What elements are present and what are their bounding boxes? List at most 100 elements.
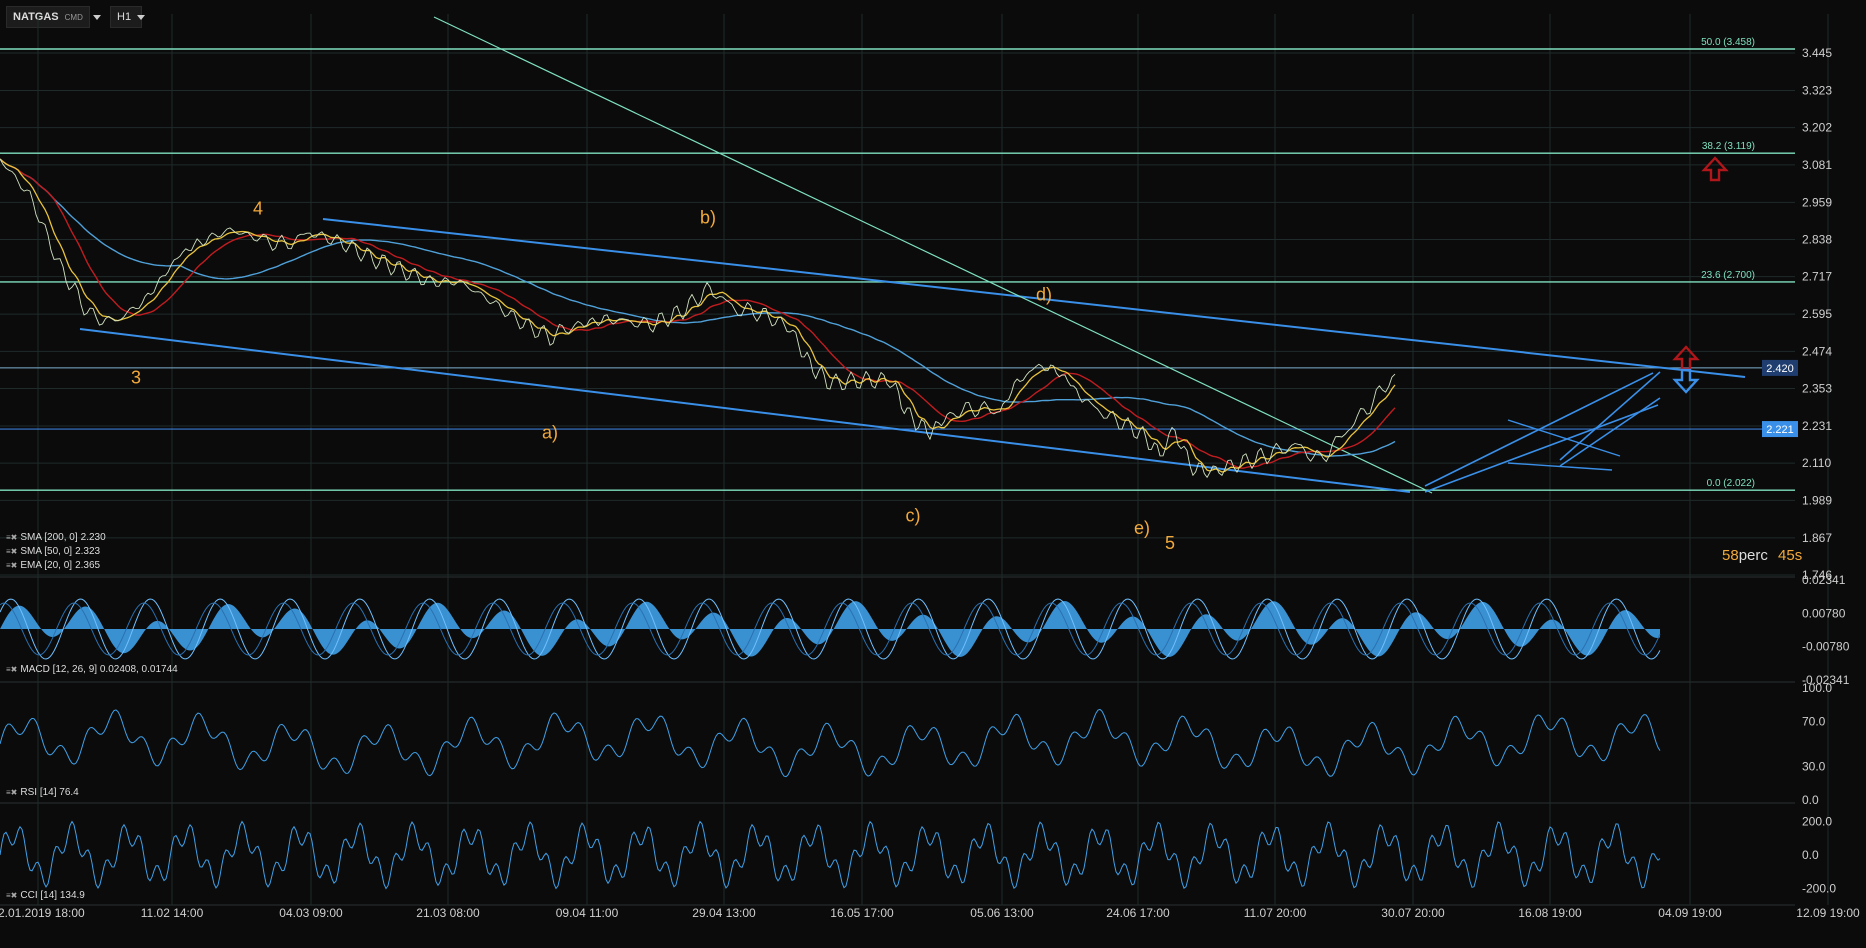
wedge-lower-line bbox=[1424, 404, 1659, 493]
y-tick-label: 0.00780 bbox=[1802, 606, 1846, 620]
grip-icon: ≡✖ bbox=[6, 533, 18, 542]
axis-labels: 22.01.2019 18:00 11.02 14:00 04.03 09:00 21… bbox=[0, 46, 1860, 920]
wave-label: c) bbox=[906, 506, 921, 526]
timeframe-label: H1 bbox=[117, 11, 132, 23]
rsi-line bbox=[0, 708, 1661, 778]
macd-histogram bbox=[0, 601, 1660, 657]
price-series bbox=[0, 158, 1396, 478]
wave-label: 3 bbox=[131, 367, 141, 387]
legend-macd-label: MACD [12, 26, 9] 0.02408, 0.01744 bbox=[20, 664, 178, 675]
wave-label: e) bbox=[1134, 518, 1150, 538]
x-tick-label: 04.03 09:00 bbox=[279, 906, 343, 920]
flag-upper-line bbox=[1507, 419, 1621, 457]
marker-price-tag-label: 2.221 bbox=[1766, 424, 1794, 436]
legend-sma50-label: SMA [50, 0] bbox=[20, 546, 73, 557]
chevron-down-icon bbox=[137, 14, 146, 20]
chevron-down-icon bbox=[92, 14, 101, 20]
y-tick-label: 0.0 bbox=[1802, 848, 1819, 862]
x-tick-label: 11.07 20:00 bbox=[1244, 906, 1307, 920]
fib-level-label: 0.0 (2.022) bbox=[1707, 478, 1755, 489]
sma50-line bbox=[0, 158, 1396, 469]
y-tick-label: 70.0 bbox=[1802, 715, 1826, 729]
symbol-selector[interactable]: NATGAS CMD bbox=[6, 6, 101, 28]
legend-ema20[interactable]: ≡✖ EMA [20, 0] 2.365 bbox=[6, 560, 100, 571]
y-tick-label: 1.989 bbox=[1802, 493, 1832, 507]
y-tick-label: 2.353 bbox=[1802, 382, 1832, 396]
legend-rsi[interactable]: ≡✖ RSI [14] 76.4 bbox=[6, 787, 79, 798]
x-tick-label: 09.04 11:00 bbox=[556, 906, 619, 920]
y-tick-label: 2.595 bbox=[1802, 307, 1832, 321]
wave-label: a) bbox=[542, 423, 558, 443]
legend-cci-label: CCI [14] 134.9 bbox=[20, 890, 85, 901]
current-price-tag-label: 2.420 bbox=[1766, 363, 1794, 375]
legend-sma200-label: SMA [200, 0] bbox=[20, 532, 78, 543]
y-tick-label: -200.0 bbox=[1802, 882, 1836, 896]
grip-icon: ≡✖ bbox=[6, 547, 18, 556]
macd-signal-line bbox=[0, 602, 1661, 656]
price-line bbox=[0, 158, 1396, 478]
channel-upper-line bbox=[322, 218, 1746, 378]
trendlines bbox=[79, 16, 1746, 494]
up-arrow-icon bbox=[1672, 345, 1700, 371]
y-tick-label: -0.00780 bbox=[1802, 640, 1850, 654]
fib-level-label: 50.0 (3.458) bbox=[1701, 37, 1755, 48]
legend-sma200[interactable]: ≡✖ SMA [200, 0] 2.230 bbox=[6, 532, 106, 543]
grip-icon: ≡✖ bbox=[6, 561, 18, 570]
wave-label: b) bbox=[700, 208, 716, 228]
x-tick-label: 05.06 13:00 bbox=[970, 906, 1034, 920]
sma200-line bbox=[0, 158, 1396, 457]
y-tick-label: 200.0 bbox=[1802, 814, 1832, 828]
x-tick-label: 21.03 08:00 bbox=[416, 906, 480, 920]
x-tick-label: 12.09 19:00 bbox=[1796, 906, 1860, 920]
indicator-panes bbox=[0, 598, 1661, 890]
y-tick-label: 2.717 bbox=[1802, 270, 1832, 284]
x-tick-label: 16.05 17:00 bbox=[830, 906, 894, 920]
cci-line bbox=[0, 820, 1661, 890]
marker-price-tag bbox=[1762, 421, 1798, 438]
up-arrow-icon bbox=[1701, 156, 1729, 182]
legend-rsi-label: RSI [14] 76.4 bbox=[20, 787, 79, 798]
timeframe-selector[interactable]: H1 bbox=[110, 6, 146, 28]
legend-sma200-value: 2.230 bbox=[80, 532, 106, 543]
y-tick-label: 0.0 bbox=[1802, 793, 1819, 807]
fib-level-label: 38.2 (3.119) bbox=[1702, 141, 1755, 152]
down-arrow-icon bbox=[1672, 368, 1700, 394]
wave-label: d) bbox=[1036, 284, 1052, 304]
wave-label: 4 bbox=[253, 198, 263, 218]
grip-icon: ≡✖ bbox=[6, 665, 18, 674]
channel-lower-line bbox=[79, 328, 1411, 493]
x-tick-label: 29.04 13:00 bbox=[692, 906, 756, 920]
legend-sma50[interactable]: ≡✖ SMA [50, 0] 2.323 bbox=[6, 546, 100, 557]
legend-ema20-label: EMA [20, 0] bbox=[20, 560, 73, 571]
y-tick-label: 1.746 bbox=[1802, 568, 1832, 582]
legend-macd[interactable]: ≡✖ MACD [12, 26, 9] 0.02408, 0.01744 bbox=[6, 664, 178, 675]
x-tick-label: 16.08 19:00 bbox=[1518, 906, 1582, 920]
legend-ema20-value: 2.365 bbox=[75, 560, 101, 571]
timer-seconds: 45s bbox=[1778, 547, 1803, 564]
y-tick-label: 2.838 bbox=[1802, 232, 1832, 246]
x-tick-label: 22.01.2019 18:00 bbox=[0, 906, 85, 920]
fib-level-label: 23.6 (2.700) bbox=[1701, 270, 1755, 281]
y-tick-label: -0.02341 bbox=[1802, 673, 1850, 687]
symbol-label: NATGAS bbox=[13, 11, 59, 23]
y-tick-label: 2.110 bbox=[1802, 456, 1831, 470]
y-tick-label: 2.474 bbox=[1802, 344, 1832, 358]
timer-unit: perc bbox=[1738, 547, 1768, 564]
x-tick-label: 30.07 20:00 bbox=[1381, 906, 1445, 920]
grip-icon: ≡✖ bbox=[6, 891, 18, 900]
y-tick-label: 0.02341 bbox=[1802, 573, 1846, 587]
x-tick-label: 11.02 14:00 bbox=[141, 906, 204, 920]
fib-levels: 50.0 (3.458) 38.2 (3.119) 23.6 (2.700) 0.0 … bbox=[0, 37, 1795, 491]
x-tick-label: 04.09 19:00 bbox=[1658, 906, 1722, 920]
grid bbox=[0, 14, 1829, 906]
grip-icon: ≡✖ bbox=[6, 788, 18, 797]
symbol-type-label: CMD bbox=[64, 12, 83, 22]
legend-sma50-value: 2.323 bbox=[75, 546, 101, 557]
timer-value: 58 bbox=[1722, 547, 1739, 564]
wave-label: 5 bbox=[1165, 533, 1175, 553]
y-tick-label: 3.202 bbox=[1802, 121, 1832, 135]
legend-cci[interactable]: ≡✖ CCI [14] 134.9 bbox=[6, 890, 85, 901]
y-tick-label: 30.0 bbox=[1802, 759, 1826, 773]
